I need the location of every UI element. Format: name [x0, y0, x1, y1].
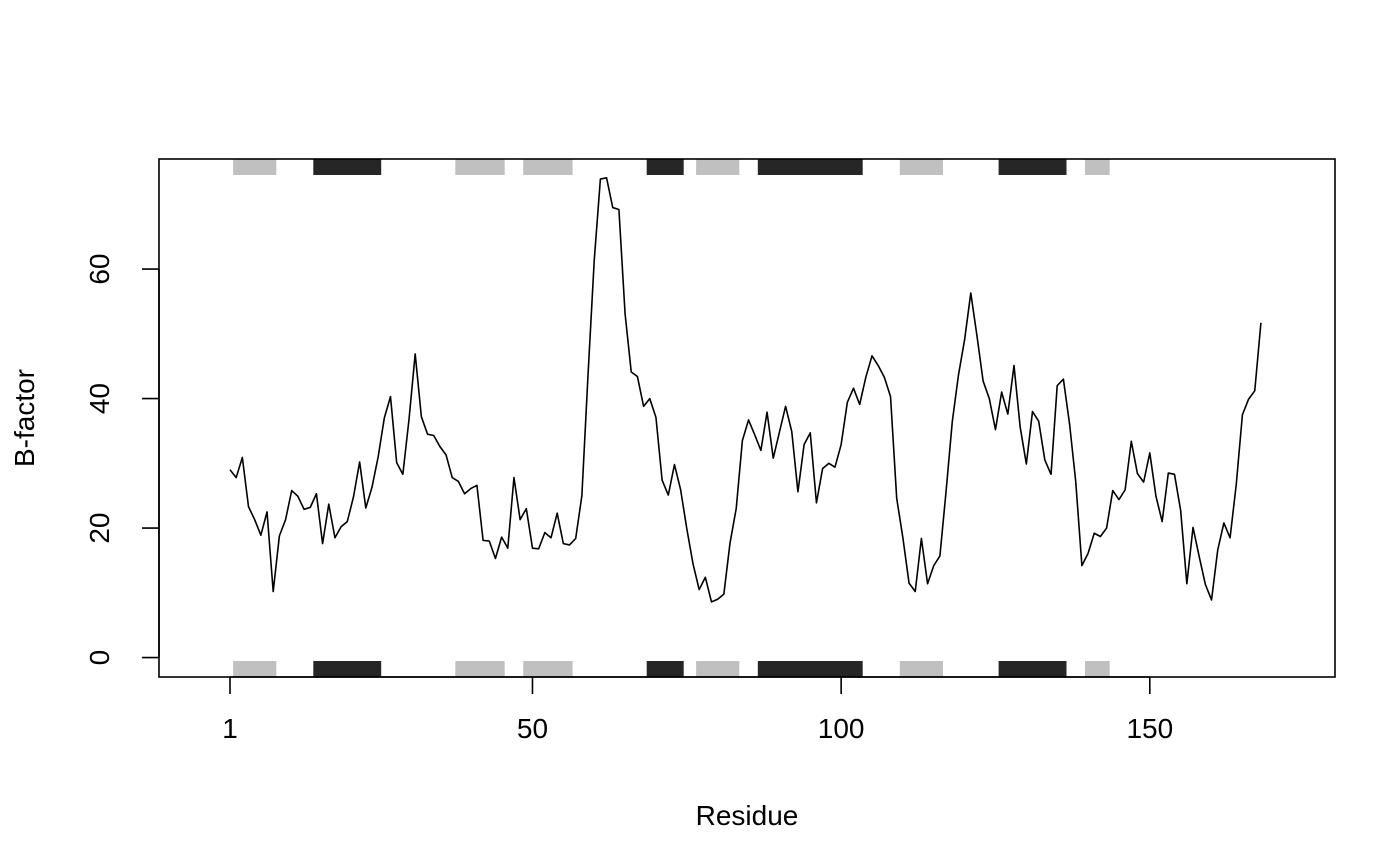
ss-helix-bottom-4: [646, 661, 684, 677]
x-tick-label-100: 100: [818, 713, 865, 744]
x-tick-label-150: 150: [1126, 713, 1173, 744]
ss-strand-bottom-2: [455, 661, 505, 677]
y-axis: 0 20 40 60: [84, 254, 160, 666]
ss-strand-bottom-0: [233, 661, 277, 677]
ss-strand-top-0: [233, 159, 277, 175]
secondary-structure-top-track: [233, 159, 1110, 175]
ss-strand-top-2: [455, 159, 505, 175]
secondary-structure-bottom-track: [233, 661, 1110, 677]
ss-helix-top-8: [998, 159, 1067, 175]
ss-strand-bottom-3: [523, 661, 573, 677]
ss-strand-bottom-7: [899, 661, 943, 677]
ss-strand-top-3: [523, 159, 573, 175]
b-factor-series-line: [229, 176, 1262, 603]
ss-helix-bottom-1: [313, 661, 382, 677]
x-axis: 1 50 100 150: [222, 676, 1173, 744]
y-tick-label-20: 20: [84, 513, 115, 544]
y-tick-label-0: 0: [84, 650, 115, 666]
ss-helix-top-4: [646, 159, 684, 175]
y-tick-label-40: 40: [84, 383, 115, 414]
ss-strand-top-5: [696, 159, 740, 175]
x-axis-label: Residue: [696, 800, 799, 831]
ss-strand-top-9: [1085, 159, 1110, 175]
ss-helix-bottom-8: [998, 661, 1067, 677]
ss-helix-top-1: [313, 159, 382, 175]
x-tick-label-50: 50: [517, 713, 548, 744]
ss-helix-bottom-6: [757, 661, 863, 677]
ss-strand-bottom-9: [1085, 661, 1110, 677]
ss-strand-top-7: [899, 159, 943, 175]
x-tick-label-1: 1: [222, 713, 238, 744]
ss-strand-bottom-5: [696, 661, 740, 677]
y-tick-label-60: 60: [84, 254, 115, 285]
ss-helix-top-6: [757, 159, 863, 175]
y-axis-label: B-factor: [9, 369, 40, 467]
